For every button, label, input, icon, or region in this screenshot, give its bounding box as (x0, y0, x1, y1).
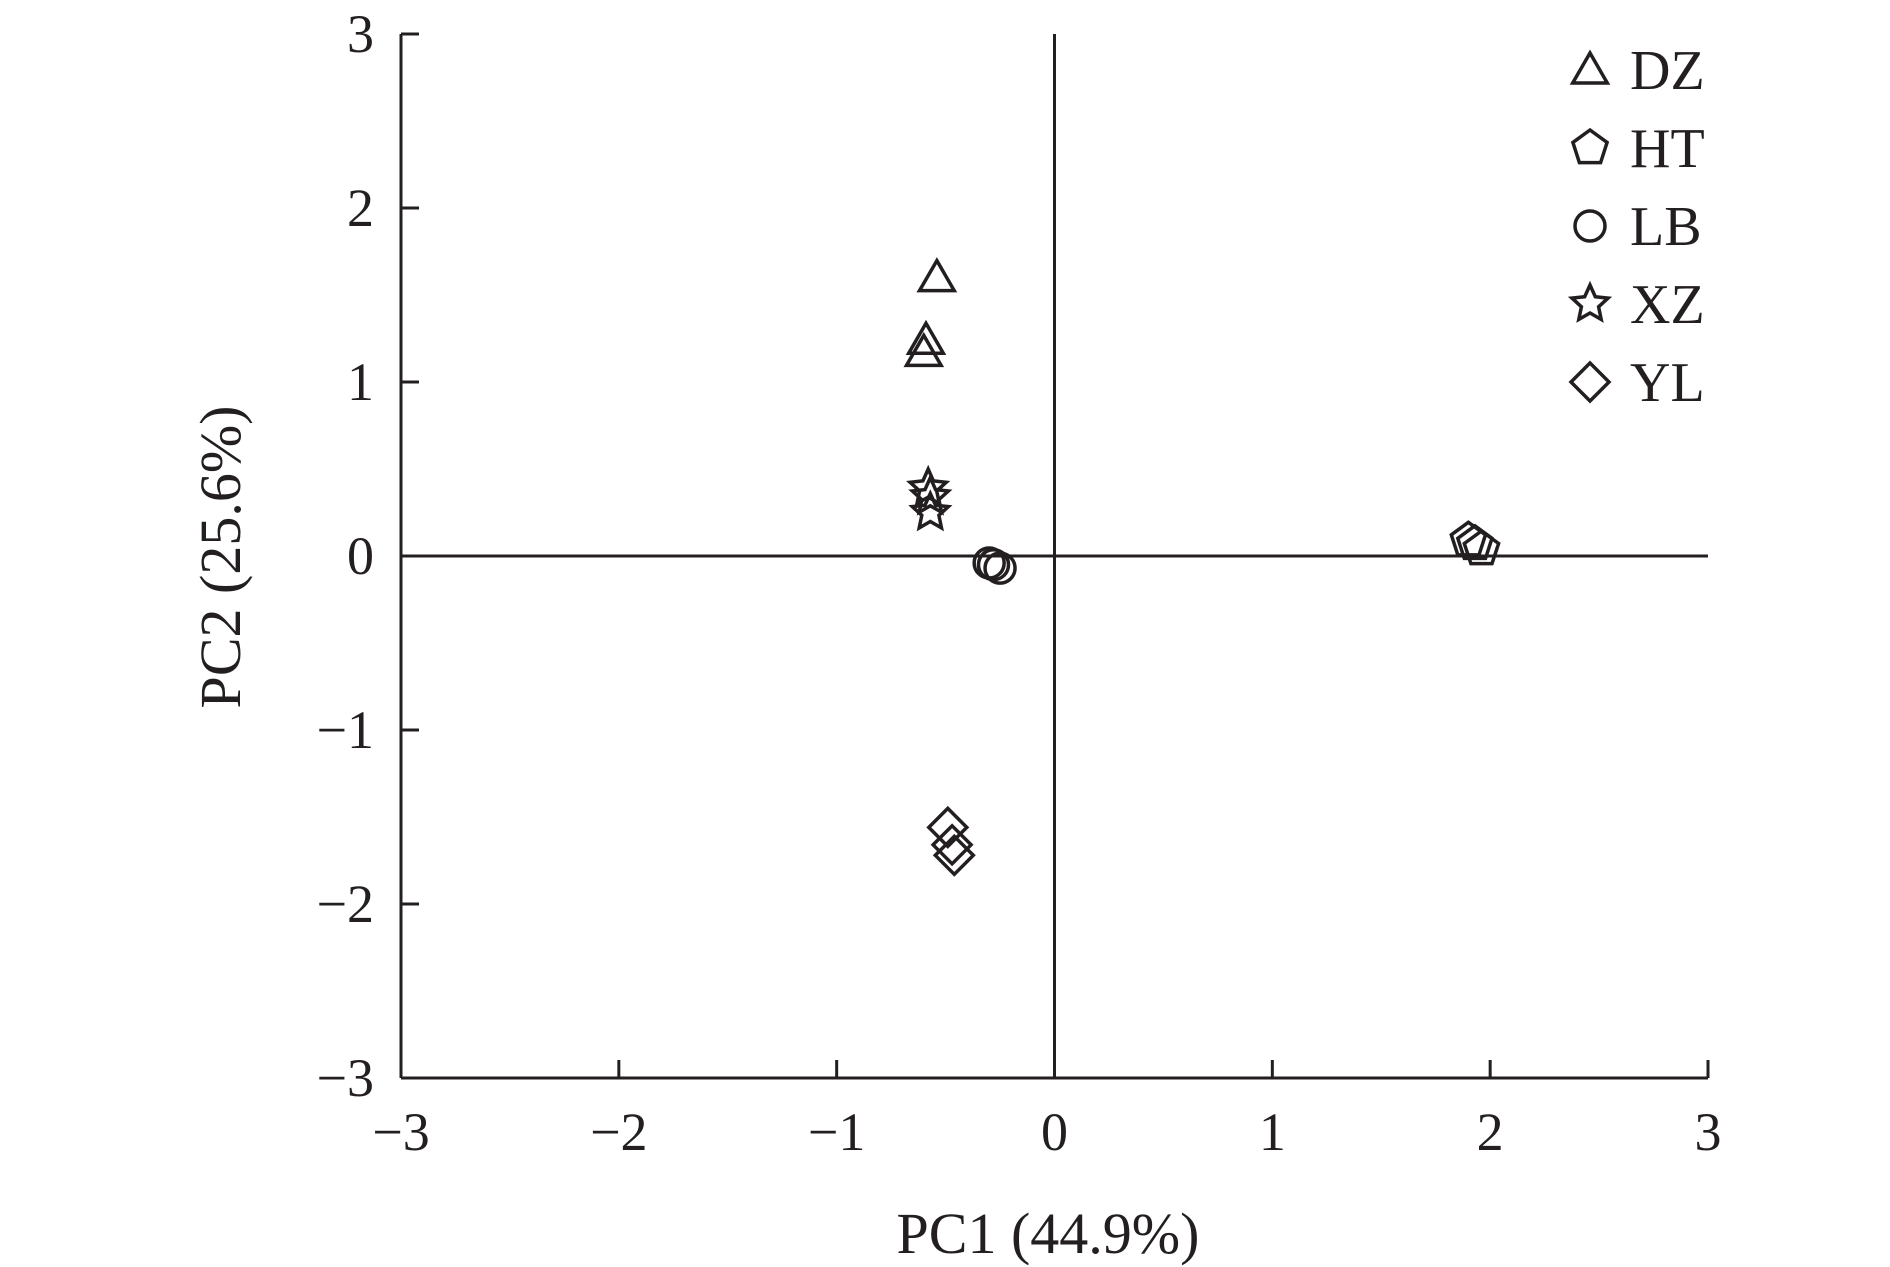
legend-marker-lb (1573, 209, 1607, 243)
legend-label-ht: HT (1630, 118, 1705, 180)
series-xz (906, 464, 953, 532)
y-tick-label: 2 (347, 178, 374, 238)
data-point-xz (908, 473, 953, 516)
x-tick-label: 2 (1477, 1102, 1504, 1162)
data-point-yl (926, 805, 970, 849)
legend: DZ HT LB XZ YL (1567, 40, 1705, 414)
y-tick-label: −2 (317, 874, 374, 934)
legend-item-yl: YL (1568, 352, 1705, 414)
x-tick-label: −3 (372, 1102, 429, 1162)
data-point-lb (983, 551, 1017, 585)
data-points (903, 257, 1501, 877)
x-tick-label: −2 (590, 1102, 647, 1162)
legend-item-xz: XZ (1567, 274, 1705, 336)
y-axis-title: PC2 (25.6%) (188, 406, 253, 709)
legend-label-lb: LB (1630, 196, 1702, 258)
data-point-lb (976, 547, 1011, 582)
x-axis-title: PC1 (44.9%) (897, 1201, 1200, 1266)
x-tick-label: 3 (1695, 1102, 1722, 1162)
data-point-dz (916, 257, 958, 293)
series-dz (903, 257, 958, 368)
legend-item-ht: HT (1570, 118, 1705, 180)
ticks: −3 −2 −1 0 1 2 3 −3 −2 −1 0 1 2 3 (317, 4, 1722, 1162)
legend-marker-ht (1570, 127, 1610, 165)
series-lb (972, 546, 1017, 585)
data-point-dz (905, 319, 947, 355)
y-tick-label: 0 (347, 526, 374, 586)
series-ht (1449, 520, 1501, 566)
data-point-xz (908, 489, 953, 532)
legend-item-lb: LB (1573, 196, 1702, 258)
legend-marker-yl (1568, 360, 1612, 404)
y-tick-label: 1 (347, 352, 374, 412)
legend-item-dz: DZ (1569, 40, 1705, 102)
legend-label-yl: YL (1630, 352, 1705, 414)
y-tick-label: 3 (347, 4, 374, 64)
y-tick-label: −1 (317, 700, 374, 760)
legend-marker-dz (1569, 49, 1611, 85)
legend-label-xz: XZ (1630, 274, 1705, 336)
data-point-yl (932, 833, 976, 877)
data-point-ht (1462, 528, 1501, 566)
x-tick-label: 1 (1259, 1102, 1286, 1162)
x-tick-label: 0 (1041, 1102, 1068, 1162)
series-yl (926, 805, 976, 877)
data-point-dz (903, 331, 945, 368)
legend-marker-xz (1567, 280, 1613, 323)
legend-label-dz: DZ (1630, 40, 1705, 102)
data-point-yl (930, 823, 974, 867)
y-tick-label: −3 (317, 1048, 374, 1108)
zero-lines (401, 34, 1708, 1078)
x-tick-label: −1 (808, 1102, 865, 1162)
